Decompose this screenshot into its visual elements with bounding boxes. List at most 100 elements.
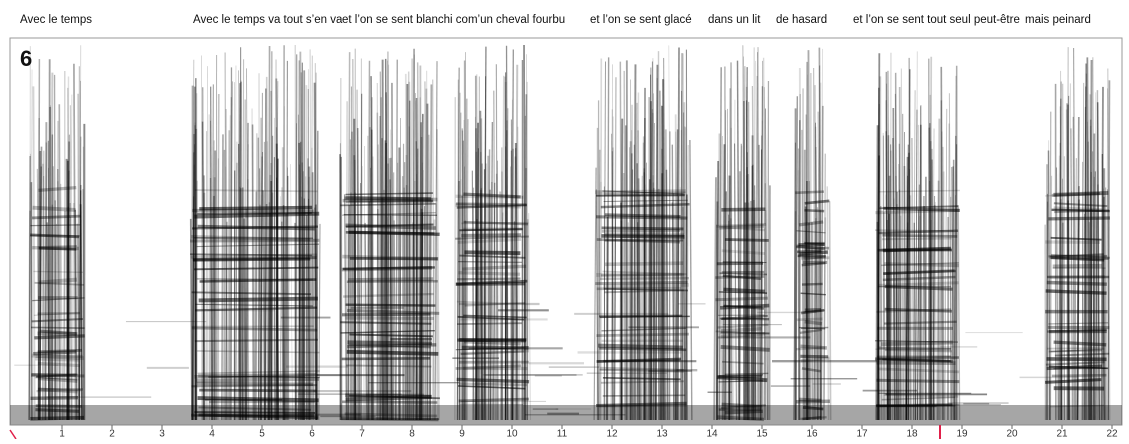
spectrogram-streak xyxy=(938,119,939,420)
spectrogram-harmonic xyxy=(805,322,822,324)
spectrogram-harmonic xyxy=(804,210,824,211)
spectrogram-harmonic xyxy=(346,397,432,399)
spectrogram-harmonic xyxy=(884,264,959,266)
spectrogram-streak xyxy=(283,45,284,420)
spectrogram-floor xyxy=(10,405,1122,425)
lyric-annotation: dans un lit xyxy=(708,14,761,26)
spectrogram-harmonic xyxy=(342,358,431,359)
spectrogram-harmonic xyxy=(795,192,824,193)
spectrogram-harmonic xyxy=(725,373,769,374)
spectrogram-harmonic xyxy=(464,252,520,253)
spectrogram-harmonic xyxy=(39,248,76,249)
spectrogram-harmonic xyxy=(33,271,83,272)
spectrogram-harmonic xyxy=(196,379,319,381)
panel-label: 6 xyxy=(20,46,32,71)
spectrogram-harmonic xyxy=(721,329,762,331)
spectrogram-harmonic xyxy=(199,299,318,301)
x-tick-label: 12 xyxy=(606,429,618,439)
spectrogram-harmonic xyxy=(458,262,522,263)
spectrogram-harmonic xyxy=(876,380,959,381)
spectrogram-harmonic xyxy=(600,278,689,279)
lyric-annotation: et l’on se sent glacé xyxy=(590,14,692,26)
lyric-annotation: et l’on se sent blanchi com’un cheval fo… xyxy=(342,14,565,26)
spectrogram-streak xyxy=(607,217,608,420)
spectrogram-harmonic xyxy=(199,207,312,208)
spectrogram-harmonic xyxy=(598,346,683,348)
spectrogram-harmonic xyxy=(33,208,76,210)
spectrogram-streak xyxy=(351,87,352,420)
spectrogram-harmonic xyxy=(603,285,689,287)
spectrogram-harmonic xyxy=(459,399,529,401)
spectrogram-harmonic xyxy=(720,306,769,308)
spectrogram-harmonic xyxy=(601,236,684,237)
spectrogram-harmonic xyxy=(32,216,81,218)
spectrogram-harmonic xyxy=(347,352,439,354)
spectrogram-harmonic xyxy=(602,228,684,229)
spectrogram-harmonic xyxy=(347,342,432,343)
x-tick-label: 2 xyxy=(109,429,115,439)
spectrogram-harmonic xyxy=(190,240,319,241)
spectrogram-harmonic xyxy=(342,257,438,259)
spectrogram-harmonic xyxy=(595,282,687,283)
lyric-annotation: de hasard xyxy=(776,14,827,26)
spectrogram-harmonic xyxy=(192,211,313,212)
spectrogram-harmonic xyxy=(1053,266,1103,267)
spectrogram-harmonic xyxy=(195,340,318,341)
spectrogram-streak xyxy=(728,175,729,420)
spectrogram-harmonic xyxy=(721,209,765,210)
spectrogram-harmonic xyxy=(802,284,823,285)
spectrogram-harmonic xyxy=(31,327,85,328)
spectrogram-harmonic xyxy=(725,239,769,240)
spectrogram-harmonic xyxy=(456,284,525,285)
spectrogram-harmonic xyxy=(38,350,82,351)
x-tick-label: 8 xyxy=(409,429,415,439)
spectrogram-harmonic xyxy=(457,279,520,280)
spectrogram-harmonic xyxy=(881,342,953,344)
x-tick-label: 6 xyxy=(309,429,315,439)
spectrogram-harmonic xyxy=(605,215,681,217)
spectrogram-harmonic xyxy=(1052,375,1107,376)
spectrogram-streak xyxy=(33,86,34,420)
spectrogram-harmonic xyxy=(192,385,318,386)
x-tick-label: 20 xyxy=(1006,429,1018,439)
spectrogram-harmonic xyxy=(36,390,81,391)
spectrogram-harmonic xyxy=(39,246,77,247)
spectrogram-harmonic xyxy=(346,365,431,366)
spectrogram-harmonic xyxy=(716,224,766,226)
spectrogram-harmonic xyxy=(458,273,520,275)
spectrogram-streak xyxy=(676,114,677,420)
x-tick-label: 14 xyxy=(706,429,718,439)
spectrogram-harmonic xyxy=(35,359,79,360)
spectrogram-harmonic xyxy=(457,379,529,381)
spectrogram-harmonic xyxy=(1050,258,1109,259)
spectrogram-streak xyxy=(923,196,924,420)
spectrogram-harmonic xyxy=(800,346,826,348)
x-tick-label: 11 xyxy=(557,429,568,439)
spectrogram-harmonic xyxy=(459,384,527,385)
spectrogram-harmonic xyxy=(796,247,829,248)
spectrogram-streak xyxy=(340,78,341,420)
spectrogram-harmonic xyxy=(459,340,526,341)
x-tick-label: 16 xyxy=(806,429,818,439)
spectrogram-harmonic xyxy=(345,198,431,199)
spectrogram-streak xyxy=(806,62,807,420)
lyric-annotation: Avec le temps va tout s’en va xyxy=(193,14,343,26)
spectrogram-streak xyxy=(500,192,501,420)
x-tick-label: 18 xyxy=(906,429,918,439)
spectrogram-streak xyxy=(406,185,407,420)
spectrogram-harmonic xyxy=(719,375,763,376)
spectrogram-streak xyxy=(78,94,79,420)
spectrogram-harmonic xyxy=(883,248,951,250)
x-tick-label: 19 xyxy=(956,429,968,439)
spectrogram-harmonic xyxy=(797,319,823,320)
spectrogram-harmonic xyxy=(199,390,316,391)
spectrogram-streak xyxy=(639,200,640,420)
spectrogram-harmonic xyxy=(882,235,957,236)
spectrogram-harmonic xyxy=(601,275,684,276)
x-tick-label: 17 xyxy=(856,429,868,439)
spectrogram-streak xyxy=(1088,142,1089,420)
lyric-annotation: mais peinard xyxy=(1025,14,1091,26)
spectrogram-harmonic xyxy=(457,323,522,324)
spectrogram-harmonic xyxy=(349,232,440,234)
